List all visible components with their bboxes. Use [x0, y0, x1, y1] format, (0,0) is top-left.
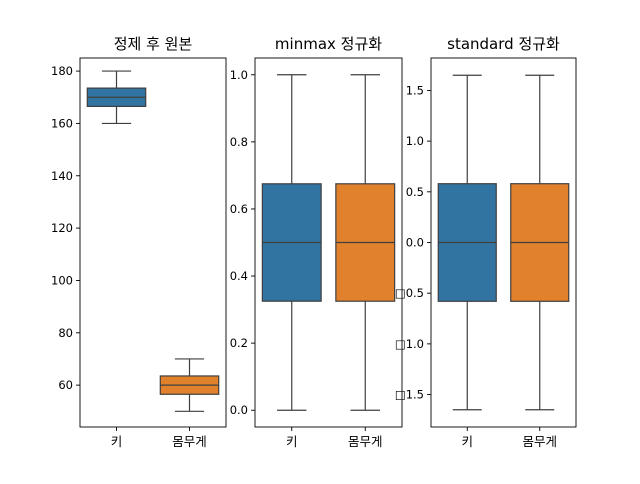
x-tick-label: 키: [111, 434, 123, 449]
y-tick-label: 0.0: [230, 403, 248, 417]
x-tick-label: 몸무게: [348, 434, 383, 449]
y-tick-label: 1.0: [406, 134, 424, 148]
y-tick-label: 180: [51, 64, 73, 78]
y-tick-label: 140: [51, 169, 73, 183]
y-tick-label: 100: [51, 273, 73, 287]
x-tick-label: 키: [461, 434, 473, 449]
y-tick-label: 0.8: [230, 135, 248, 149]
y-tick-label: □0.5: [395, 286, 424, 300]
y-tick-label: 1.5: [406, 83, 424, 97]
y-tick-label: 60: [58, 378, 73, 392]
chart-title: minmax 정규화: [275, 35, 382, 53]
x-tick-label: 키: [286, 434, 298, 449]
chart-title: 정제 후 원본: [114, 35, 193, 53]
y-tick-label: 0.4: [230, 269, 248, 283]
y-tick-label: 0.2: [230, 336, 248, 350]
y-tick-label: 0.0: [406, 236, 424, 250]
y-tick-label: 80: [58, 326, 73, 340]
y-tick-label: 120: [51, 221, 73, 235]
y-tick-label: 0.6: [230, 202, 248, 216]
y-tick-label: □1.0: [395, 337, 424, 351]
x-tick-label: 몸무게: [522, 434, 557, 449]
plot-frame: [254, 57, 403, 428]
y-tick-label: □1.5: [395, 388, 424, 402]
plot-frame: [79, 57, 227, 428]
y-tick-label: 160: [51, 116, 73, 130]
y-tick-label: 0.5: [406, 185, 424, 199]
y-tick-label: 1.0: [230, 68, 248, 82]
chart-title: standard 정규화: [447, 35, 560, 53]
x-tick-label: 몸무게: [172, 434, 207, 449]
